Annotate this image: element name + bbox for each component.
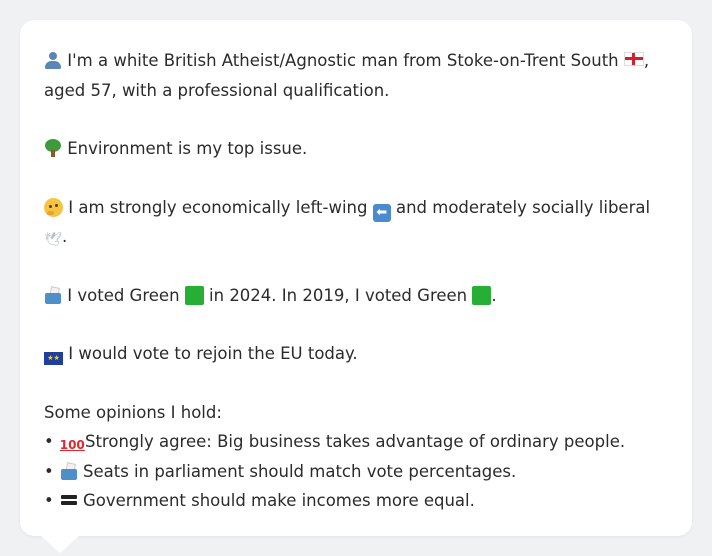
profile-paragraph: I'm a white British Atheist/Agnostic man… — [44, 46, 668, 105]
opinion-item: • Seats in parliament should match vote … — [44, 457, 668, 487]
ideology-text-c: . — [62, 227, 68, 246]
ideology-text-a: I am strongly economically left-wing — [68, 197, 373, 217]
opinion-text: Seats in parliament should match vote pe… — [82, 461, 517, 481]
profile-line-1: I'm a white British Atheist/Agnostic man… — [67, 51, 624, 70]
equals-icon — [60, 492, 78, 508]
opinions-section: Some opinions I hold: • 100 Strongly agre… — [44, 398, 668, 516]
dove-icon: 🕊 — [44, 232, 62, 248]
profile-card: I'm a white British Atheist/Agnostic man… — [20, 20, 692, 536]
opinions-heading: Some opinions I hold: — [44, 402, 222, 422]
votes-paragraph: I voted Green in 2024. In 2019, I voted … — [44, 281, 668, 311]
opinion-text: Strongly agree: Big business takes advan… — [84, 432, 626, 451]
eu-text: I would vote to rejoin the EU today. — [68, 344, 358, 363]
opinion-text: Government should make incomes more equa… — [82, 491, 475, 510]
profile-line-1-end: , — [643, 51, 650, 70]
green-square-icon — [184, 285, 204, 305]
top-issue-paragraph: Environment is my top issue. — [44, 134, 668, 164]
eu-paragraph: ★★ I would vote to rejoin the EU today. — [44, 339, 668, 369]
ballot-box-icon — [44, 285, 62, 304]
england-flag-icon — [623, 52, 644, 66]
hundred-icon: 100 — [59, 438, 85, 452]
profile-line-2: aged 57, with a professional qualificati… — [44, 80, 390, 100]
bullet: • — [44, 432, 54, 451]
votes-text-a: I voted Green — [67, 285, 185, 305]
votes-text-b: in 2024. In 2019, I voted Green — [203, 285, 473, 305]
person-icon — [44, 51, 62, 69]
bullet: • — [44, 461, 54, 481]
tree-icon — [44, 139, 62, 157]
ideology-text-b: and moderately socially liberal — [390, 197, 651, 217]
green-square-icon — [472, 285, 492, 305]
bullet: • — [44, 491, 54, 510]
opinion-item: • Government should make incomes more eq… — [44, 486, 668, 516]
ballot-box-icon — [60, 461, 78, 480]
bubble-tail — [40, 535, 80, 553]
ideology-paragraph: I am strongly economically left-wing ⬅ a… — [44, 193, 668, 252]
opinion-item: • 100 Strongly agree: Big business takes … — [44, 427, 668, 457]
thinking-face-icon — [44, 197, 63, 217]
left-arrow-icon: ⬅ — [372, 203, 391, 222]
votes-text-c: . — [491, 285, 497, 305]
top-issue-text: Environment is my top issue. — [67, 139, 308, 158]
eu-flag-icon: ★★ — [44, 352, 63, 365]
